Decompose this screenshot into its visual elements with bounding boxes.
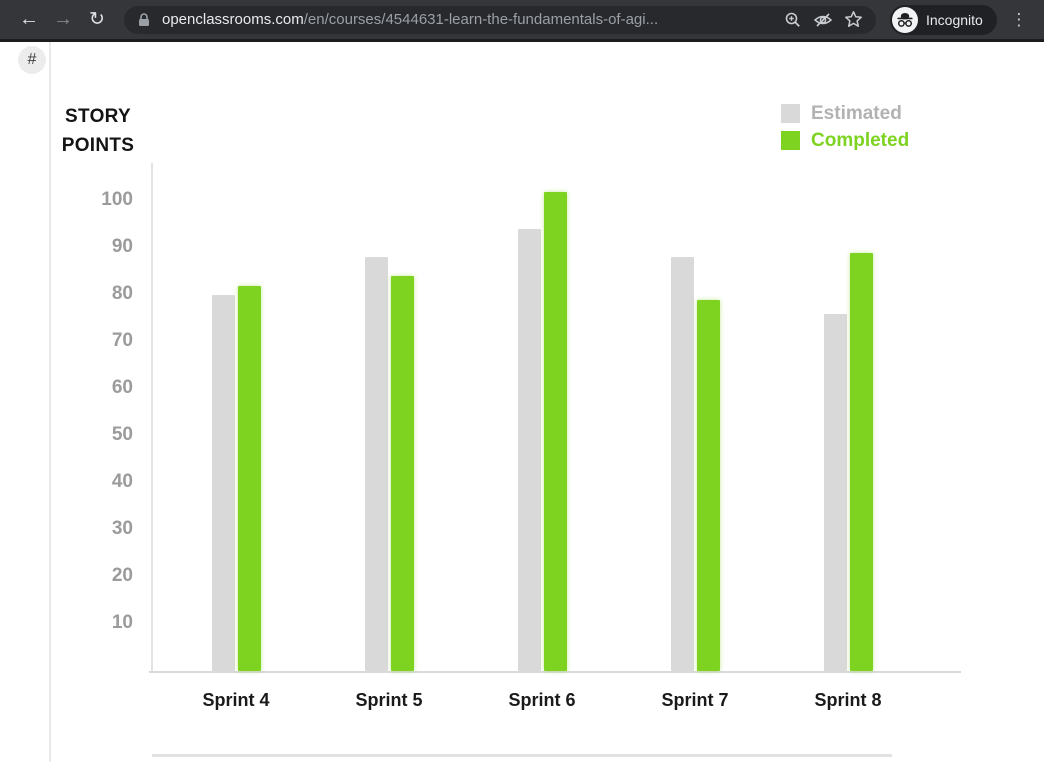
bar-estimated-sprint-5 xyxy=(364,257,388,671)
y-tick-label: 30 xyxy=(111,518,133,539)
url-path: /en/courses/4544631-learn-the-fundamenta… xyxy=(303,11,659,28)
x-tick-label: Sprint 5 xyxy=(355,690,423,710)
forward-icon[interactable]: → xyxy=(53,8,73,30)
bottom-divider xyxy=(152,754,892,757)
incognito-label: Incognito xyxy=(926,11,983,28)
url-text[interactable]: openclassrooms.com/en/courses/4544631-le… xyxy=(162,11,778,28)
legend-item-estimated: Estimated xyxy=(781,100,909,127)
legend-item-completed: Completed xyxy=(781,127,909,154)
x-tick-label: Sprint 7 xyxy=(661,690,729,710)
bar-completed-sprint-4 xyxy=(237,286,261,671)
chart-legend: Estimated Completed xyxy=(781,100,909,154)
incognito-badge[interactable]: Incognito xyxy=(890,4,997,35)
bookmark-star-icon[interactable] xyxy=(838,6,868,34)
bar-completed-sprint-6 xyxy=(543,192,567,671)
incognito-icon xyxy=(892,6,918,33)
chart-title: STORY POINTS xyxy=(50,102,146,160)
left-divider xyxy=(49,42,51,762)
x-axis xyxy=(149,671,961,673)
y-tick-label: 40 xyxy=(111,471,133,492)
zoom-page-icon[interactable] xyxy=(778,6,808,34)
bar-completed-sprint-7 xyxy=(696,300,720,671)
y-tick-label: 80 xyxy=(111,283,133,304)
bar-completed-sprint-5 xyxy=(390,276,414,671)
legend-label: Completed xyxy=(811,129,910,151)
browser-menu-icon[interactable]: ⋮ xyxy=(1010,9,1028,29)
legend-swatch-icon xyxy=(781,104,800,123)
reload-icon[interactable]: ↻ xyxy=(89,9,105,30)
legend-label: Estimated xyxy=(811,102,902,124)
y-tick-label: 70 xyxy=(111,330,133,351)
toolbar-edge xyxy=(0,39,1044,42)
url-domain: openclassrooms.com xyxy=(162,11,304,28)
bar-estimated-sprint-8 xyxy=(823,314,847,671)
bar-estimated-sprint-6 xyxy=(517,229,541,671)
preview-hidden-icon[interactable] xyxy=(808,6,838,34)
legend-swatch-icon xyxy=(781,131,800,150)
anchor-hash-button[interactable]: # xyxy=(18,46,46,74)
x-tick-label: Sprint 4 xyxy=(202,690,270,710)
y-tick-label: 100 xyxy=(101,189,133,210)
y-tick-label: 10 xyxy=(111,612,133,633)
back-icon[interactable]: ← xyxy=(19,8,39,30)
y-tick-label: 60 xyxy=(111,377,133,398)
y-tick-label: 20 xyxy=(111,565,133,586)
chart-title-line2: POINTS xyxy=(61,135,135,156)
chart-title-line1: STORY xyxy=(65,106,131,127)
address-bar[interactable]: openclassrooms.com/en/courses/4544631-le… xyxy=(124,5,876,34)
y-tick-label: 50 xyxy=(111,424,133,445)
page-content: # STORY POINTS Estimated Completed 10 20 3… xyxy=(0,42,1044,762)
browser-toolbar: ← → ↻ openclassrooms.com/en/courses/4544… xyxy=(0,0,1044,39)
lock-icon xyxy=(139,12,149,26)
bar-completed-sprint-8 xyxy=(849,253,873,671)
bar-estimated-sprint-4 xyxy=(211,295,235,671)
bar-estimated-sprint-7 xyxy=(670,257,694,671)
x-tick-label: Sprint 6 xyxy=(508,690,576,710)
x-tick-label: Sprint 8 xyxy=(814,690,882,710)
y-tick-label: 90 xyxy=(111,236,133,257)
y-axis xyxy=(151,163,153,673)
